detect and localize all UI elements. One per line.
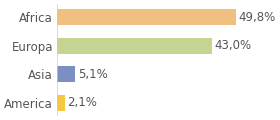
Text: 2,1%: 2,1% — [67, 96, 97, 109]
Text: 49,8%: 49,8% — [239, 11, 276, 24]
Text: 5,1%: 5,1% — [78, 68, 108, 81]
Bar — [57, 38, 211, 54]
Bar — [57, 66, 75, 82]
Bar — [57, 9, 236, 25]
Bar — [57, 95, 65, 111]
Text: 43,0%: 43,0% — [214, 39, 251, 52]
